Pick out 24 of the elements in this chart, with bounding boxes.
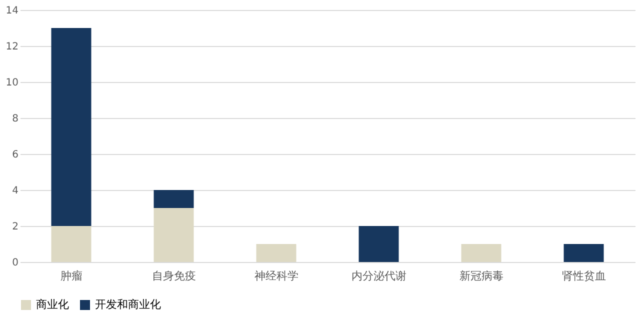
legend-label: 商业化 xyxy=(36,298,69,311)
x-tick-label: 肾性贫血 xyxy=(562,270,606,282)
y-tick-label: 14 xyxy=(6,6,18,16)
bar xyxy=(358,226,399,262)
y-tick-label: 6 xyxy=(12,150,18,160)
legend-label: 开发和商业化 xyxy=(95,298,161,311)
x-tick-label: 自身免疫 xyxy=(152,270,196,282)
x-tick-label: 肿瘤 xyxy=(60,270,82,282)
y-tick-label: 2 xyxy=(12,222,18,232)
x-tick-label: 神经科学 xyxy=(254,270,298,282)
bar xyxy=(154,190,194,208)
bar xyxy=(256,244,296,262)
x-tick-label: 新冠病毒 xyxy=(459,270,504,282)
x-tick-label: 内分泌代谢 xyxy=(351,270,406,282)
y-tick-label: 12 xyxy=(6,42,18,52)
y-tick-label: 8 xyxy=(12,114,18,124)
bar xyxy=(154,208,194,262)
y-tick-label: 0 xyxy=(12,258,18,268)
bar xyxy=(564,244,604,262)
y-tick-label: 10 xyxy=(6,78,18,88)
y-tick-label: 4 xyxy=(12,186,18,196)
bar xyxy=(51,28,92,226)
bar xyxy=(461,244,502,262)
bar xyxy=(51,226,92,262)
